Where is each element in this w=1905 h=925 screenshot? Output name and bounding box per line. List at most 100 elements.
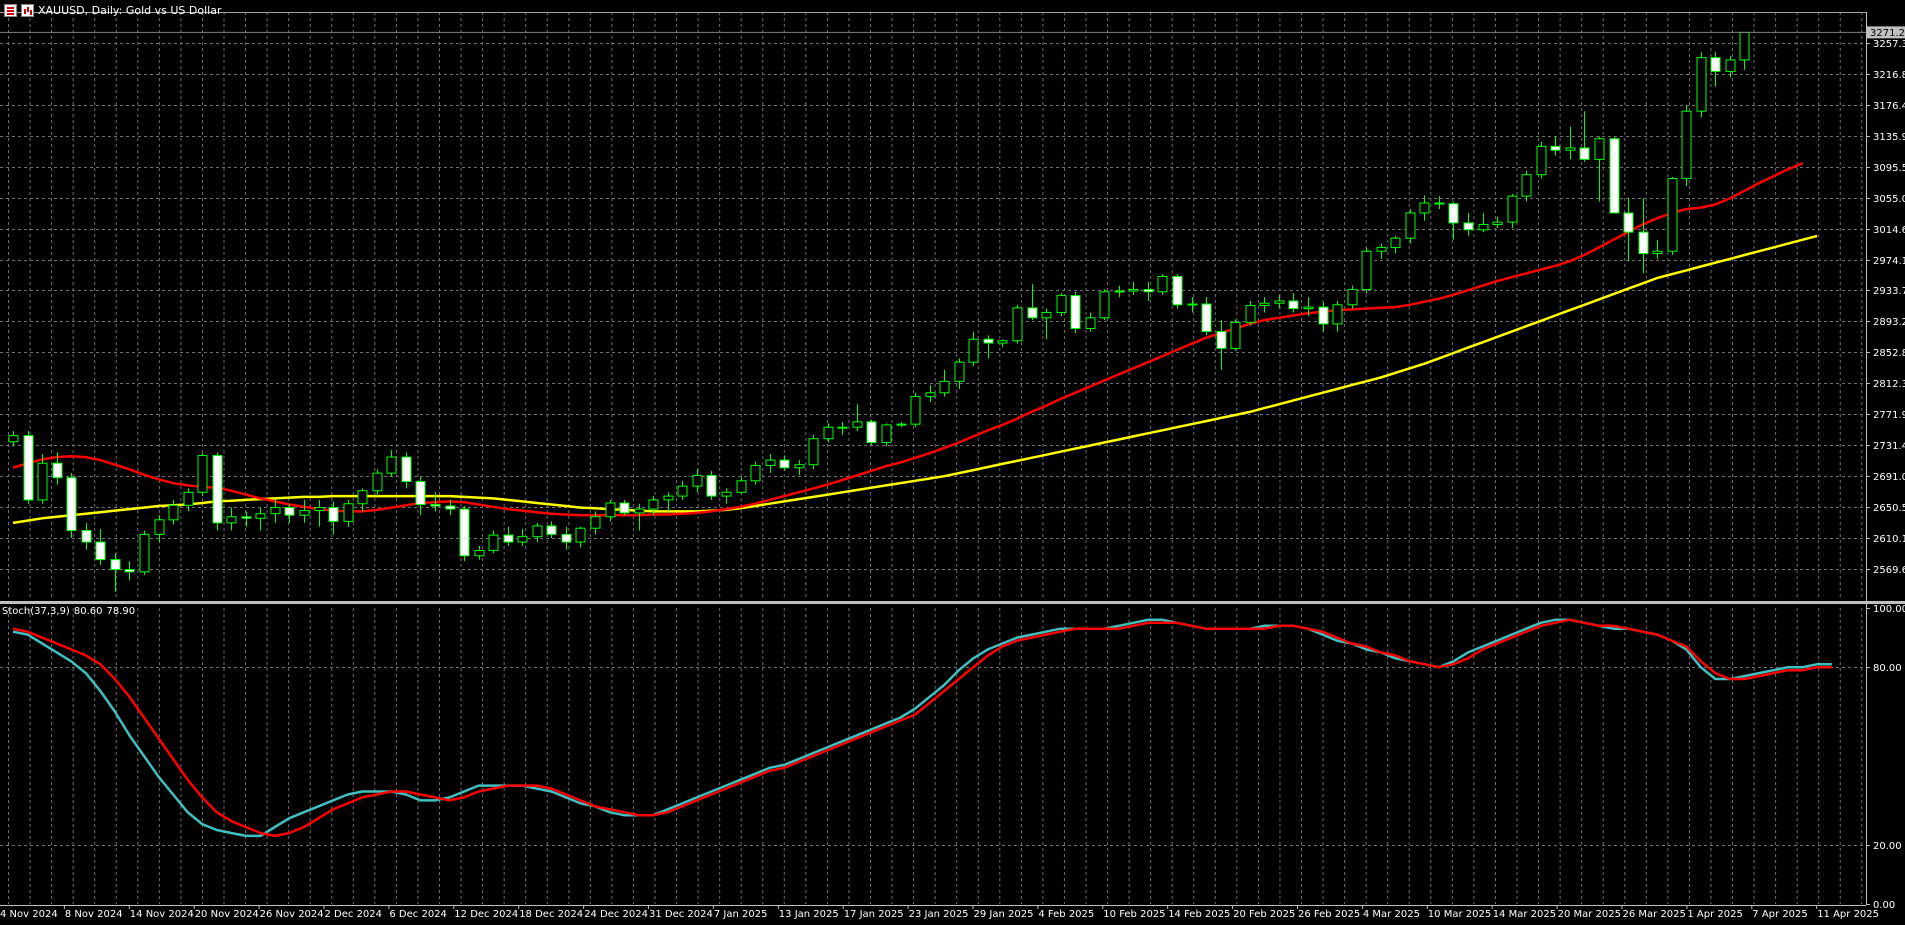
price-tick-label: 2569.65 (1873, 565, 1905, 576)
candle-body-up (692, 474, 703, 487)
chart-type-icon[interactable] (21, 3, 34, 17)
candle-body-up (488, 534, 499, 551)
candle-body-up (677, 485, 688, 497)
candle-body-up (1128, 288, 1139, 292)
candle-body-up (1507, 195, 1518, 223)
oscillator-label: Stoch(37,3,9) 80.60 78.90 (2, 606, 139, 617)
ma-slow-line (12, 234, 1818, 525)
candle (372, 469, 383, 497)
candle (1288, 293, 1299, 313)
candle-body-down (561, 533, 572, 543)
candle (1550, 136, 1561, 156)
candle-body-up (183, 491, 194, 506)
candle (1070, 291, 1081, 334)
candle-body-up (1085, 317, 1096, 330)
candle (314, 499, 325, 527)
candle (896, 421, 907, 428)
candle (255, 507, 266, 531)
candle (1725, 56, 1736, 78)
candle (605, 499, 616, 522)
candle (837, 421, 848, 435)
candle-body-up (1521, 174, 1532, 197)
candle-body-up (1405, 212, 1416, 239)
candle-body-down (1201, 303, 1212, 333)
candle-body-up (474, 549, 485, 557)
candle-body-down (1550, 145, 1561, 151)
candle (81, 522, 92, 550)
oscillator-signal-value: 78.90 (106, 606, 136, 617)
candle-body-down (241, 516, 252, 519)
candle (1099, 289, 1110, 321)
candle-body-up (343, 503, 354, 522)
candle-body-up (1099, 291, 1110, 319)
chart-window-icon[interactable] (4, 3, 17, 17)
candle (299, 499, 310, 523)
candle-body-down (81, 530, 92, 543)
candle (1405, 209, 1416, 244)
panel-separator[interactable] (0, 601, 1905, 604)
candle (1565, 126, 1576, 160)
candle-body-up (1361, 250, 1372, 290)
candle (1230, 319, 1241, 351)
candle-body-up (794, 464, 805, 469)
price-tick-label: 3014.60 (1873, 225, 1905, 236)
price-tick-label: 2691.00 (1873, 472, 1905, 483)
candle (1143, 281, 1154, 301)
candle-body-up (37, 462, 48, 501)
candle (386, 450, 397, 477)
candle (1434, 196, 1445, 210)
candle-body-up (750, 464, 761, 482)
candle-body-down (1710, 57, 1721, 72)
candle-body-up (648, 499, 659, 510)
candle-body-up (1303, 306, 1314, 310)
price-tick-label: 3216.85 (1873, 70, 1905, 81)
candle-body-up (896, 423, 907, 426)
candle (154, 515, 165, 542)
candle (750, 461, 761, 485)
price-tick-label: 2812.35 (1873, 379, 1905, 390)
candle (1390, 235, 1401, 254)
candle (823, 423, 834, 443)
candle (66, 473, 77, 539)
candle-body-down (1216, 331, 1227, 349)
candle-body-up (1492, 221, 1503, 225)
candle (721, 488, 732, 504)
candle-body-up (1114, 290, 1125, 293)
candle (1187, 297, 1198, 313)
candle (284, 503, 295, 523)
candle (1128, 281, 1139, 295)
window-title: XAUUSD, Daily: Gold vs US Dollar (38, 3, 222, 17)
candle-body-up (663, 495, 674, 501)
candle-body-down (546, 525, 557, 535)
candle (1696, 52, 1707, 118)
candle (1594, 136, 1605, 202)
candle (517, 528, 528, 546)
candle (415, 476, 426, 516)
candle-body-up (881, 424, 892, 444)
candle (925, 385, 936, 402)
candle-body-up (852, 421, 863, 428)
candle-body-up (226, 516, 237, 524)
candle-body-up (1739, 31, 1750, 61)
candle (1638, 198, 1649, 274)
candle-body-down (866, 421, 877, 444)
candle (983, 335, 994, 359)
window-title-bar: XAUUSD, Daily: Gold vs US Dollar (4, 1, 221, 19)
price-badge-label: 3271.28 (1870, 28, 1905, 39)
candle-body-down (284, 507, 295, 516)
candle (110, 553, 121, 592)
candles (8, 31, 1750, 592)
candle-body-down (328, 507, 339, 522)
candle (241, 511, 252, 527)
candle (1201, 297, 1212, 336)
candle (1478, 212, 1489, 233)
candle-body-up (154, 519, 165, 535)
candle (808, 434, 819, 470)
candle (532, 522, 543, 542)
oscillator-name: Stoch(37,3,9) (2, 606, 70, 617)
candle (1347, 285, 1358, 309)
candle (357, 488, 368, 512)
time-tick-label: 2 Dec 2024 (325, 909, 383, 920)
